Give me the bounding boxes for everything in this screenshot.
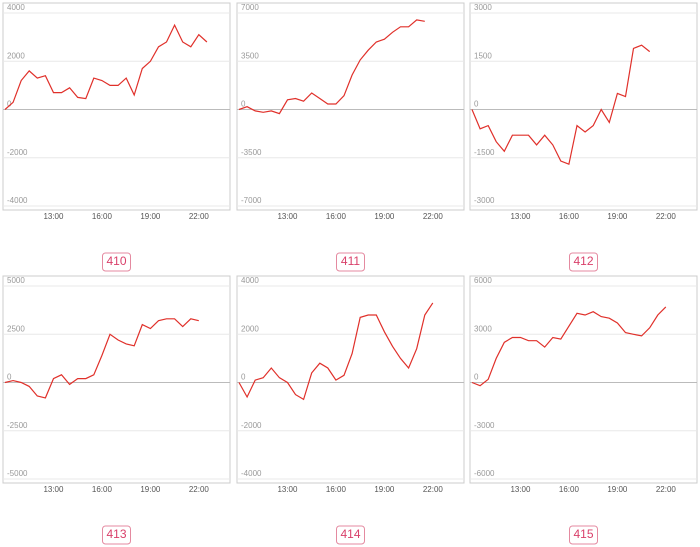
y-tick-label: -2000 xyxy=(241,421,262,430)
chart-frame xyxy=(469,275,698,484)
y-tick-label: 5000 xyxy=(7,276,25,285)
y-tick-label: -4000 xyxy=(7,196,28,205)
line-series xyxy=(238,19,425,115)
y-tick-label: -7000 xyxy=(241,196,262,205)
x-tick-label: 16:00 xyxy=(92,212,113,221)
chart-id-button[interactable] xyxy=(336,252,365,272)
x-tick-label: 22:00 xyxy=(423,212,444,221)
y-tick-label: -6000 xyxy=(474,469,495,478)
x-tick-label: 19:00 xyxy=(374,212,395,221)
x-tick-label: 22:00 xyxy=(189,485,210,494)
line-series xyxy=(4,23,208,110)
x-tick-label: 13:00 xyxy=(43,212,64,221)
y-tick-label: 0 xyxy=(7,100,12,109)
x-tick-label: 19:00 xyxy=(607,212,628,221)
y-tick-label: -2000 xyxy=(7,148,28,157)
x-tick-label: 19:00 xyxy=(374,485,395,494)
chart-id-label[interactable]: 413 xyxy=(106,527,126,541)
y-tick-label: 7000 xyxy=(241,3,259,12)
y-tick-label: 0 xyxy=(241,373,246,382)
y-tick-label: 2500 xyxy=(7,324,25,333)
y-tick-label: -1500 xyxy=(474,148,495,157)
x-tick-label: 19:00 xyxy=(607,485,628,494)
x-tick-label: 13:00 xyxy=(510,485,531,494)
y-tick-label: 0 xyxy=(474,373,479,382)
y-tick-label: 4000 xyxy=(7,3,25,12)
y-tick-label: 2000 xyxy=(241,324,259,333)
chart-id-label[interactable]: 411 xyxy=(341,254,360,268)
y-tick-label: 4000 xyxy=(241,276,259,285)
y-tick-label: 3000 xyxy=(474,324,492,333)
y-tick-label: -3500 xyxy=(241,148,262,157)
y-tick-label: -3000 xyxy=(474,421,495,430)
y-tick-label: -5000 xyxy=(7,469,28,478)
y-tick-label: 0 xyxy=(7,373,12,382)
x-tick-label: 16:00 xyxy=(559,212,580,221)
x-tick-label: 22:00 xyxy=(423,485,444,494)
y-tick-label: -4000 xyxy=(241,469,262,478)
chart-id-label[interactable]: 410 xyxy=(106,254,126,268)
y-tick-label: 0 xyxy=(474,100,479,109)
y-tick-label: 2000 xyxy=(7,51,25,60)
chart-id-button[interactable] xyxy=(569,525,598,545)
chart-id-button[interactable] xyxy=(102,525,131,545)
chart-frame xyxy=(236,275,465,484)
y-tick-label: 6000 xyxy=(474,276,492,285)
chart-frame xyxy=(236,2,465,211)
x-tick-label: 22:00 xyxy=(189,212,210,221)
x-tick-label: 13:00 xyxy=(277,485,298,494)
chart-id-label[interactable]: 414 xyxy=(340,527,360,541)
y-tick-label: 3000 xyxy=(474,3,492,12)
chart-id-button[interactable] xyxy=(336,525,365,545)
line-series xyxy=(4,318,199,399)
y-tick-label: 0 xyxy=(241,100,246,109)
x-tick-label: 16:00 xyxy=(559,485,580,494)
y-tick-label: -2500 xyxy=(7,421,28,430)
line-series xyxy=(238,302,434,401)
chart-id-button[interactable] xyxy=(102,252,131,272)
x-tick-label: 22:00 xyxy=(656,485,677,494)
y-tick-label: -3000 xyxy=(474,196,495,205)
x-tick-label: 13:00 xyxy=(43,485,64,494)
chart-id-label[interactable]: 415 xyxy=(573,527,593,541)
chart-frame xyxy=(469,2,698,211)
line-series xyxy=(471,44,651,166)
x-tick-label: 19:00 xyxy=(140,485,161,494)
y-tick-label: 1500 xyxy=(474,51,492,60)
chart-id-button[interactable] xyxy=(569,252,598,272)
chart-frame xyxy=(2,275,231,484)
x-tick-label: 13:00 xyxy=(510,212,531,221)
x-tick-label: 13:00 xyxy=(277,212,298,221)
chart-id-label[interactable]: 412 xyxy=(573,254,593,268)
x-tick-label: 16:00 xyxy=(326,485,347,494)
x-tick-label: 22:00 xyxy=(656,212,677,221)
x-tick-label: 16:00 xyxy=(326,212,347,221)
x-tick-label: 19:00 xyxy=(140,212,161,221)
chart-frame xyxy=(2,2,231,211)
line-series xyxy=(471,306,667,387)
x-tick-label: 16:00 xyxy=(92,485,113,494)
y-tick-label: 3500 xyxy=(241,51,259,60)
